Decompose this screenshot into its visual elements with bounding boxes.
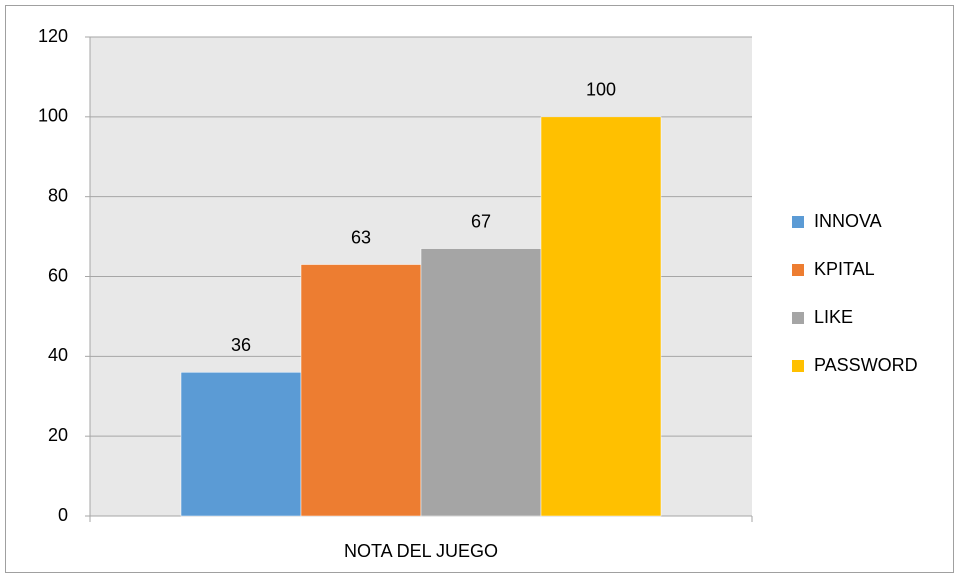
bar <box>540 116 662 517</box>
legend-swatch <box>792 216 804 228</box>
legend-label: INNOVA <box>814 211 882 231</box>
legend-label: KPITAL <box>814 259 875 279</box>
y-tick-label: 20 <box>48 425 68 445</box>
y-tick-label: 0 <box>58 505 68 525</box>
data-label: 36 <box>231 335 251 355</box>
data-label: 63 <box>351 227 371 247</box>
legend-swatch <box>792 264 804 276</box>
y-tick-label: 80 <box>48 185 68 205</box>
legend-swatch <box>792 312 804 324</box>
x-tick-label: NOTA DEL JUEGO <box>344 541 498 561</box>
data-label: 100 <box>586 80 616 100</box>
data-label: 67 <box>471 211 491 231</box>
bar <box>420 248 542 517</box>
y-tick-label: 40 <box>48 345 68 365</box>
bar <box>180 372 302 517</box>
bar <box>300 264 422 517</box>
legend-swatch <box>792 360 804 372</box>
y-tick-label: 100 <box>38 106 68 126</box>
y-tick-label: 120 <box>38 26 68 46</box>
legend-label: LIKE <box>814 307 853 327</box>
legend-label: PASSWORD <box>814 355 918 375</box>
y-tick-label: 60 <box>48 265 68 285</box>
